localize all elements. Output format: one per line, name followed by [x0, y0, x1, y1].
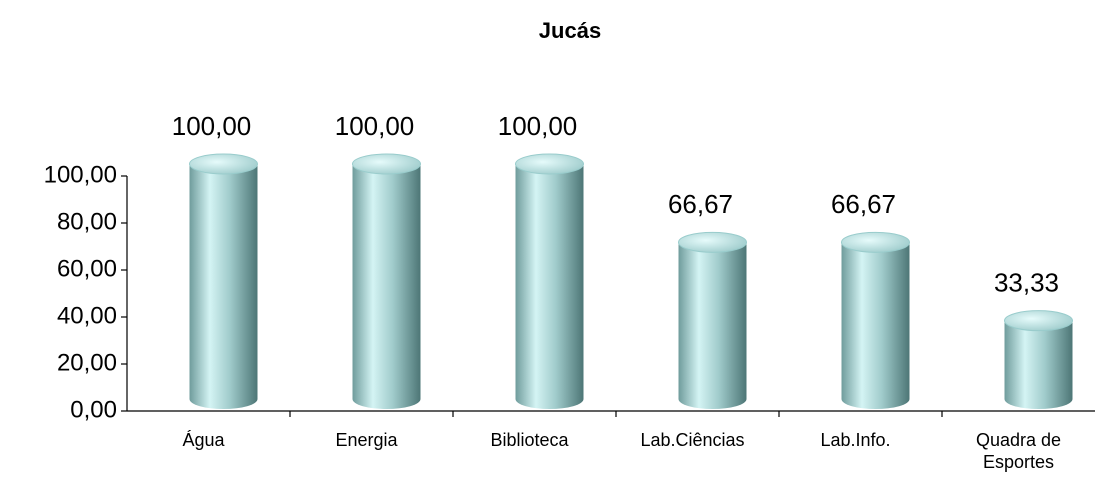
bar-cap — [515, 153, 584, 175]
x-tick-label: Energia — [335, 430, 398, 450]
x-tick-label: Quadra de Esportes — [975, 430, 1062, 472]
y-tick-label: 0,00 — [70, 396, 117, 423]
y-tick-label: 20,00 — [57, 349, 117, 376]
bar — [678, 242, 747, 399]
y-tick-label: 60,00 — [57, 255, 117, 282]
chart-title: Jucás — [539, 18, 601, 43]
value-label: 66,67 — [668, 189, 733, 219]
y-tick-label: 100,00 — [44, 161, 117, 188]
bar — [841, 242, 910, 399]
bar — [515, 164, 584, 399]
bar-cap — [678, 231, 747, 253]
bar-cap — [1004, 310, 1073, 332]
x-tick-label: Biblioteca — [490, 430, 569, 450]
x-tick-label: Água — [182, 430, 225, 450]
bar-cap — [189, 153, 258, 175]
value-label: 66,67 — [831, 189, 896, 219]
bar — [189, 164, 258, 399]
y-tick-label: 80,00 — [57, 208, 117, 235]
value-label: 33,33 — [994, 268, 1059, 298]
value-label: 100,00 — [335, 111, 415, 141]
bar-cap — [352, 153, 421, 175]
y-tick-label: 40,00 — [57, 302, 117, 329]
value-label: 100,00 — [498, 111, 578, 141]
bar — [1004, 320, 1073, 399]
x-tick-label: Lab.Ciências — [640, 430, 745, 450]
bar-cap — [841, 231, 910, 253]
x-tick-label: Lab.Info. — [820, 430, 891, 450]
value-label: 100,00 — [172, 111, 252, 141]
bar — [352, 164, 421, 399]
